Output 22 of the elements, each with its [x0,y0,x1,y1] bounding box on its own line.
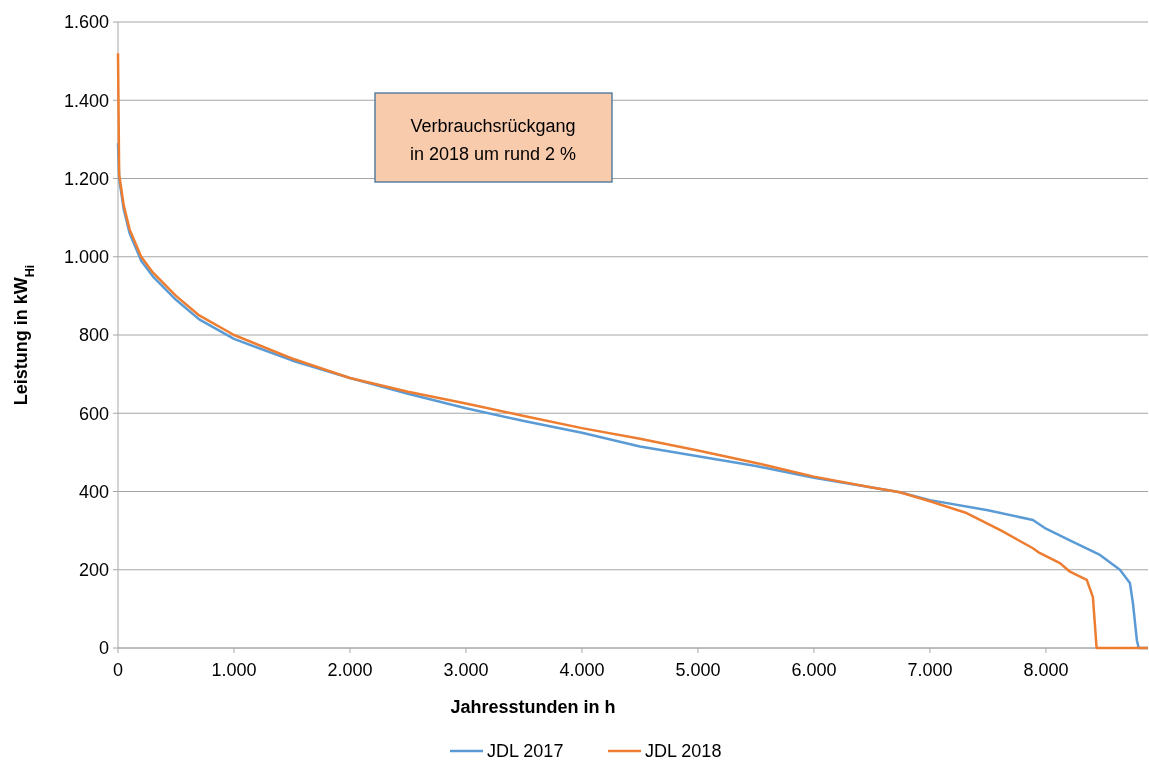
x-tick-label: 5.000 [675,660,721,680]
y-tick-label: 1.400 [63,90,109,111]
x-tick-label: 1.000 [211,660,257,680]
y-tick-label: 1.000 [63,247,109,268]
y-tick-label: 400 [78,481,109,502]
x-tick-label: 8.000 [1023,660,1069,680]
legend-label: JDL 2018 [645,741,722,761]
y-tick-label: 0 [98,638,109,659]
x-axis-title: Jahresstunden in h [450,697,616,717]
x-tick-label: 0 [112,660,124,680]
x-tick-label: 7.000 [907,660,953,680]
y-tick-label: 1.600 [63,12,109,33]
y-tick-label: 800 [78,325,109,346]
legend-label: JDL 2017 [487,741,564,761]
x-tick-label: 2.000 [327,660,373,680]
x-tick-label: 6.000 [791,660,837,680]
annotation: Verbrauchsrückgang in 2018 um rund 2 % [409,116,577,164]
x-tick-label: 4.000 [559,660,605,680]
y-tick-label: 200 [78,560,109,581]
y-tick-label: 600 [78,403,109,424]
y-tick-label: 1.200 [63,168,109,189]
x-tick-label: 3.000 [443,660,489,680]
